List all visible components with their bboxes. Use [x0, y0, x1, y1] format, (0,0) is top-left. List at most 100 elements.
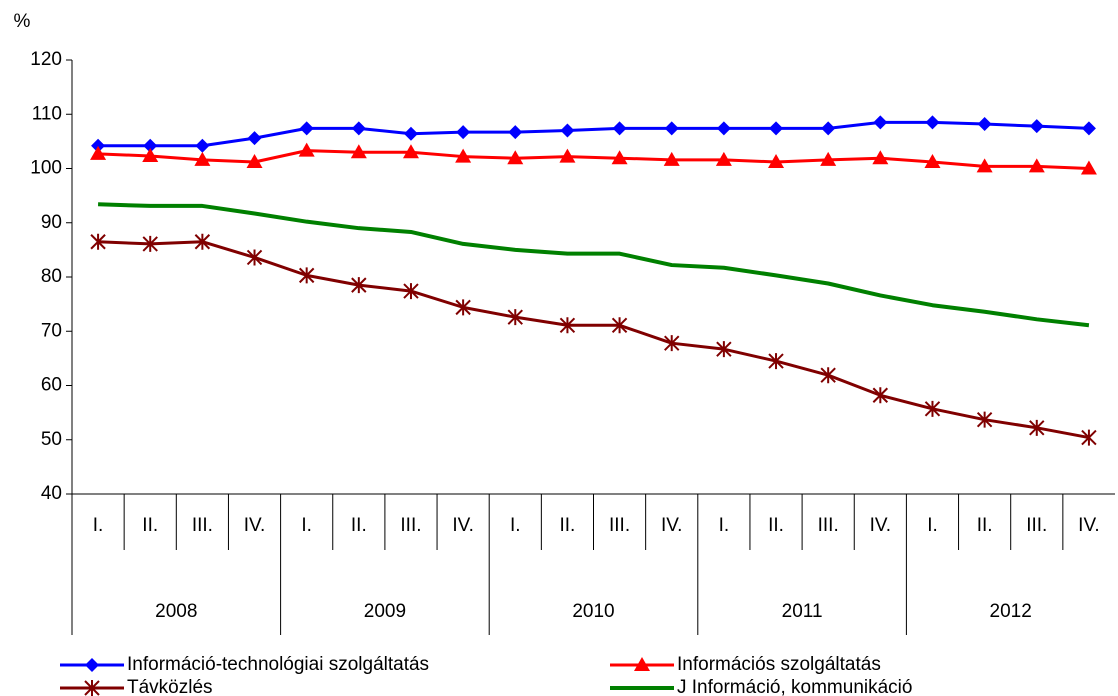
marker [559, 148, 576, 163]
x-tick-label: III. [192, 515, 213, 536]
y-tick-label: 110 [32, 103, 62, 124]
marker [403, 283, 419, 300]
y-tick-label: 60 [41, 375, 62, 396]
marker [664, 121, 679, 136]
x-tick-label: I. [301, 515, 312, 536]
marker [90, 233, 106, 250]
marker [507, 150, 524, 165]
marker [976, 411, 993, 428]
marker [1081, 121, 1096, 136]
x-group-label: 2011 [782, 601, 823, 622]
x-group-label: 2008 [155, 601, 197, 622]
x-tick-label: I. [93, 515, 104, 536]
x-tick-label: I. [719, 515, 730, 536]
x-tick-label: II. [142, 515, 158, 536]
marker [715, 151, 732, 166]
series-line [98, 202, 1090, 328]
marker [1080, 160, 1097, 175]
marker [84, 680, 100, 696]
marker [299, 121, 314, 136]
marker [664, 335, 680, 352]
marker [873, 115, 888, 130]
marker [298, 267, 315, 284]
x-tick-label: I. [927, 515, 938, 536]
marker [820, 151, 837, 166]
x-tick-label: IV. [1078, 515, 1100, 536]
marker [455, 148, 472, 163]
x-tick-label: I. [510, 515, 521, 536]
x-tick-label: II. [351, 515, 367, 536]
marker [1081, 429, 1097, 446]
marker [872, 150, 889, 165]
marker [1029, 419, 1045, 436]
marker [560, 123, 575, 138]
marker [91, 138, 106, 153]
marker [820, 367, 836, 384]
marker [768, 153, 785, 168]
x-tick-label: II. [977, 515, 993, 536]
marker [976, 158, 993, 173]
y-tick-label: 90 [41, 212, 62, 233]
marker [143, 138, 158, 153]
marker [1028, 158, 1045, 173]
x-group-label: 2012 [990, 601, 1032, 622]
marker [246, 249, 263, 266]
marker [634, 657, 650, 671]
marker [507, 309, 523, 326]
marker [611, 317, 628, 334]
marker [769, 121, 784, 136]
marker [508, 125, 523, 140]
y-tick-label: 120 [30, 49, 62, 70]
x-tick-label: III. [1026, 515, 1047, 536]
y-tick-label: 50 [41, 429, 62, 450]
marker [821, 121, 836, 136]
marker [194, 151, 211, 166]
series-line [98, 149, 1089, 170]
marker [195, 138, 210, 153]
x-tick-label: III. [818, 515, 839, 536]
x-tick-label: III. [609, 515, 630, 536]
marker [247, 131, 262, 146]
y-tick-label: 70 [41, 320, 62, 341]
marker [1029, 119, 1044, 134]
y-tick-label: 100 [30, 158, 62, 179]
marker [246, 153, 263, 168]
x-tick-label: II. [768, 515, 784, 536]
series-line [98, 120, 1089, 148]
marker [402, 144, 419, 159]
series-line [98, 240, 1090, 440]
marker [142, 235, 158, 252]
marker [611, 150, 628, 165]
x-tick-label: IV. [870, 515, 892, 536]
marker [403, 126, 418, 141]
y-tick-label: 80 [41, 266, 62, 287]
marker [455, 299, 471, 316]
x-tick-label: IV. [661, 515, 683, 536]
marker [351, 277, 367, 294]
marker [924, 153, 941, 168]
x-tick-label: II. [560, 515, 576, 536]
marker [924, 400, 941, 417]
marker [768, 353, 784, 370]
marker [716, 121, 731, 136]
marker [872, 387, 889, 404]
marker [925, 115, 940, 130]
marker [716, 341, 732, 358]
x-group-label: 2010 [572, 601, 614, 622]
marker [559, 317, 576, 334]
y-axis-label: % [14, 11, 31, 32]
x-tick-label: III. [400, 515, 421, 536]
marker [612, 121, 627, 136]
marker [85, 658, 99, 672]
x-group-label: 2009 [364, 601, 406, 622]
legend-label: J Információ, kommunikáció [677, 677, 912, 696]
x-tick-label: IV. [244, 515, 266, 536]
marker [977, 117, 992, 132]
marker [298, 142, 315, 157]
marker [194, 233, 211, 250]
marker [663, 151, 680, 166]
legend-label: Információ-technológiai szolgáltatás [127, 654, 429, 675]
legend-label: Távközlés [127, 677, 213, 696]
legend-label: Információs szolgáltatás [677, 654, 881, 675]
